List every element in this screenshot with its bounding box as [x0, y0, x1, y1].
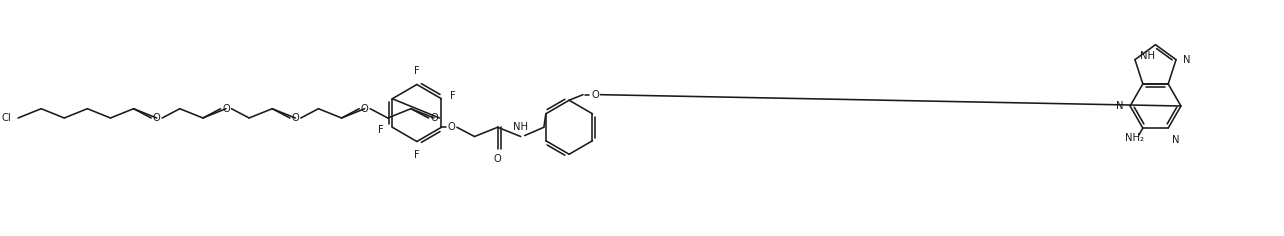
Text: O: O — [448, 122, 456, 132]
Text: O: O — [153, 113, 160, 123]
Text: NH: NH — [1140, 51, 1154, 61]
Text: F: F — [413, 67, 420, 76]
Text: F: F — [413, 149, 420, 160]
Text: N: N — [1116, 101, 1124, 111]
Text: F: F — [449, 91, 456, 101]
Text: O: O — [291, 113, 299, 123]
Text: O: O — [361, 104, 369, 114]
Text: N: N — [1183, 55, 1190, 65]
Text: NH: NH — [514, 122, 528, 131]
Text: O: O — [494, 154, 502, 164]
Text: O: O — [430, 113, 438, 123]
Text: O: O — [591, 90, 598, 100]
Text: F: F — [379, 125, 384, 135]
Text: N: N — [1172, 135, 1180, 145]
Text: NH₂: NH₂ — [1125, 133, 1144, 143]
Text: Cl: Cl — [1, 113, 12, 123]
Text: O: O — [222, 104, 230, 114]
